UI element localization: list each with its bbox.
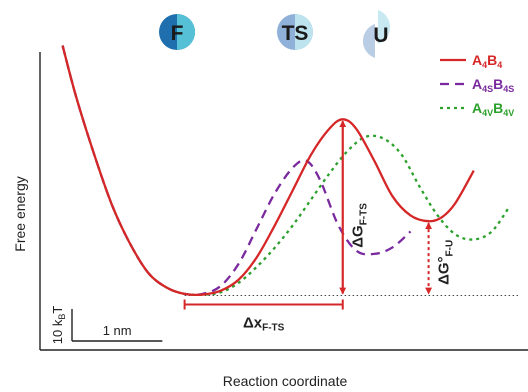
state-f-icon: F	[159, 14, 195, 50]
legend-label-4: A4B4	[472, 52, 502, 70]
legend: A4B4 A4SB4S A4VB4V	[440, 52, 514, 118]
annotations: ΔGF-TS ΔG°F-U ΔxF-TS	[183, 120, 456, 334]
legend-label-4s: A4SB4S	[472, 76, 514, 94]
dx-fts-label: ΔxF-TS	[243, 315, 285, 334]
series-line-4	[61, 45, 475, 297]
state-u-label: U	[373, 24, 388, 47]
state-icons: F TS U	[159, 10, 391, 58]
series-line-4s	[61, 45, 412, 296]
legend-label-4v: A4VB4V	[472, 100, 514, 118]
state-f-label: F	[171, 22, 184, 45]
scale-bars: 10 kBT 1 nm	[50, 306, 163, 345]
y-axis-label: Free energy	[12, 176, 28, 251]
dg0-fu-label: ΔG°F-U	[436, 240, 456, 285]
state-u-icon: U	[362, 10, 391, 58]
state-ts-icon: TS	[277, 14, 313, 50]
x-scale-label: 1 nm	[103, 323, 132, 338]
curves	[61, 45, 511, 297]
y-scale-label: 10 kBT	[50, 306, 67, 345]
state-ts-label: TS	[282, 22, 309, 45]
series-line-4v	[61, 45, 511, 296]
x-axis-label: Reaction coordinate	[223, 373, 348, 389]
dg-fts-label: ΔGF-TS	[350, 203, 370, 248]
